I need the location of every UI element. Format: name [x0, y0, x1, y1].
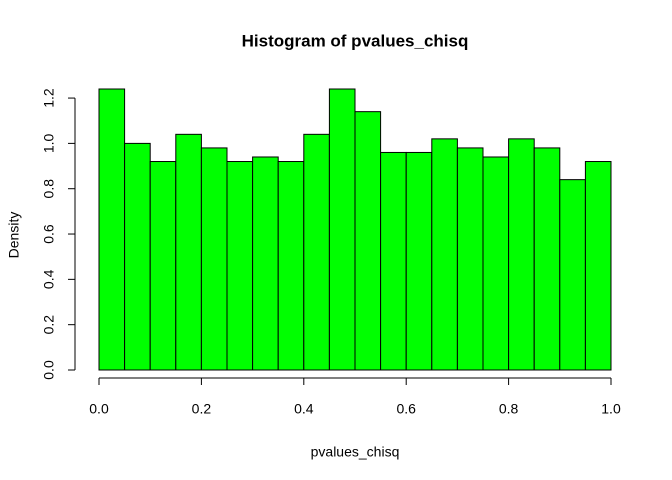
bar — [508, 138, 535, 371]
y-axis-label: Density — [6, 212, 22, 259]
bar — [584, 161, 612, 371]
bar — [98, 88, 126, 371]
bar — [328, 88, 356, 371]
bar — [533, 147, 561, 371]
bar — [277, 161, 305, 371]
bar — [124, 142, 151, 371]
y-tick-label: 0.8 — [41, 179, 57, 199]
bar — [175, 133, 202, 371]
bar — [354, 111, 382, 371]
x-tick-label: 0.8 — [499, 401, 519, 417]
x-tick-label: 0.2 — [192, 401, 212, 417]
y-tick-label: 0.0 — [41, 360, 57, 380]
bar — [226, 161, 254, 371]
bar — [405, 151, 433, 371]
x-tick-label: 0.0 — [89, 401, 109, 417]
bar — [482, 156, 510, 371]
x-tick-label: 1.0 — [601, 401, 621, 417]
bar — [200, 147, 228, 371]
bar — [380, 151, 407, 371]
x-tick-label: 0.6 — [396, 401, 416, 417]
y-tick-label: 0.2 — [41, 315, 57, 335]
bar — [456, 147, 484, 371]
y-tick-label: 1.0 — [41, 133, 57, 153]
bar — [559, 179, 586, 371]
bar — [303, 133, 330, 371]
x-axis-label: pvalues_chisq — [311, 444, 400, 460]
bar — [252, 156, 279, 371]
y-tick-label: 0.4 — [41, 269, 57, 289]
bar — [149, 161, 177, 371]
x-tick-label: 0.4 — [294, 401, 314, 417]
y-tick-label: 0.6 — [41, 224, 57, 244]
chart-title: Histogram of pvalues_chisq — [242, 31, 469, 50]
y-tick-label: 1.2 — [41, 88, 57, 108]
bar — [431, 138, 458, 371]
